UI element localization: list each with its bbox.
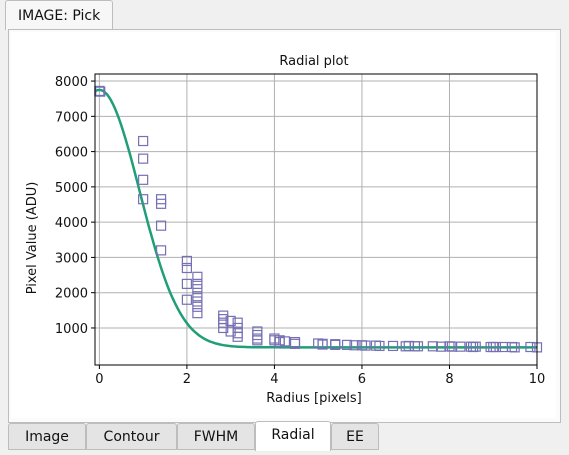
chart-title: Radial plot [279, 54, 348, 69]
data-point [95, 86, 106, 97]
data-point [181, 294, 193, 305]
data-point [470, 341, 481, 352]
data-point [181, 278, 193, 289]
x-tick-label: 0 [95, 372, 103, 387]
data-point [427, 341, 438, 352]
data-point [374, 340, 385, 352]
data-point [403, 340, 414, 352]
x-tick-label: 2 [183, 372, 191, 387]
data-point [138, 153, 149, 164]
radial-plot-panel: Radial plot 0 2 4 6 8 10 1000 2000 3000 4000 5000… [11, 32, 556, 418]
data-point [138, 135, 149, 147]
y-tick-label: 3000 [55, 251, 88, 266]
data-point [232, 317, 243, 328]
data-point [225, 326, 236, 337]
data-point [192, 308, 203, 319]
y-tick-label: 5000 [55, 181, 88, 196]
plot-frame: Radial plot 0 2 4 6 8 10 1000 2000 3000 4000 5000… [8, 29, 561, 423]
data-point [317, 339, 328, 350]
data-point [218, 322, 229, 334]
y-axis-ticks: 1000 2000 3000 4000 5000 6000 7000 8000 [55, 75, 95, 337]
data-point [509, 342, 520, 353]
data-point [192, 301, 203, 312]
y-axis-label: Pixel Value (ADU) [25, 182, 40, 295]
data-point [370, 340, 382, 351]
data-point [269, 335, 280, 346]
data-point [155, 245, 167, 256]
x-tick-label: 10 [529, 372, 546, 387]
data-points [94, 85, 543, 353]
y-tick-label: 8000 [55, 75, 88, 90]
fit-curve-line [94, 88, 537, 349]
data-point [490, 341, 501, 353]
data-point [360, 340, 371, 351]
y-tick-label: 6000 [55, 146, 88, 161]
data-point [252, 329, 263, 341]
data-point [349, 340, 360, 351]
tab-image[interactable]: Image [8, 423, 86, 450]
tab-radial[interactable]: Radial [255, 421, 331, 451]
data-point [192, 296, 203, 307]
y-tick-label: 2000 [55, 287, 88, 302]
data-point [138, 194, 149, 205]
data-point [341, 339, 353, 350]
tab-contour[interactable]: Contour [86, 423, 177, 450]
top-tab-bar: IMAGE: Pick [0, 0, 569, 30]
x-axis-ticks: 0 2 4 6 8 10 [95, 365, 545, 387]
data-point [225, 315, 236, 327]
radial-plot-chart: Radial plot 0 2 4 6 8 10 1000 2000 3000 4000 5000… [25, 54, 545, 406]
data-point [274, 336, 285, 348]
y-tick-label: 7000 [55, 110, 88, 125]
axes-frame [94, 73, 538, 366]
data-point [181, 255, 193, 267]
bottom-tab-bar: Image Contour FWHM Radial EE [8, 421, 561, 453]
data-point [138, 174, 149, 185]
data-point [525, 341, 536, 353]
data-point [155, 198, 167, 209]
data-point [252, 335, 263, 346]
x-axis-label: Radius [pixels] [266, 391, 361, 406]
data-point [279, 336, 291, 347]
y-tick-label: 4000 [55, 216, 88, 231]
data-point [192, 278, 203, 289]
chart-grid [95, 74, 538, 365]
x-tick-label: 6 [358, 372, 366, 387]
data-point [289, 338, 301, 349]
data-point [232, 331, 243, 342]
tab-fwhm[interactable]: FWHM [177, 423, 255, 450]
data-point [387, 340, 399, 352]
data-point [218, 317, 229, 328]
tab-image-pick[interactable]: IMAGE: Pick [5, 0, 114, 30]
y-tick-label: 1000 [55, 322, 88, 337]
data-point [447, 341, 458, 352]
data-point [181, 262, 193, 274]
data-point [436, 341, 447, 352]
data-point [412, 341, 424, 352]
data-point [192, 284, 203, 295]
data-point [330, 339, 341, 350]
data-point [455, 341, 466, 352]
tab-ee[interactable]: EE [331, 423, 379, 450]
data-point [155, 220, 167, 231]
x-tick-label: 4 [270, 372, 278, 387]
x-tick-label: 8 [445, 372, 453, 387]
data-point [192, 271, 203, 282]
data-point [192, 291, 203, 302]
